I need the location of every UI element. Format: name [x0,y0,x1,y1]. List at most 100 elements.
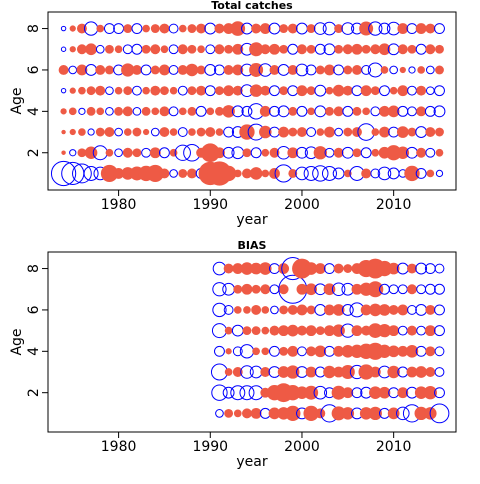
bubble [297,346,307,357]
bubble [187,44,197,54]
bubble [314,43,326,55]
bubble [324,263,335,275]
bubble [214,345,225,357]
y-tick-label: 4 [26,107,42,116]
bubble [314,105,327,118]
y-tick-label: 2 [26,148,42,157]
bubble [196,85,207,96]
bubble [296,283,308,295]
bubble [269,85,280,97]
bubble [95,44,105,54]
bubble [131,43,143,55]
bubble [150,65,160,75]
bubble [169,169,178,178]
bubble [269,284,280,295]
bubble [149,147,161,159]
bubble [333,366,345,378]
bubble [360,85,372,97]
bubble [242,148,252,158]
bubble [389,86,398,95]
bubble [360,304,372,316]
bubble [324,325,335,337]
bubble [379,85,390,97]
bubble [285,385,301,401]
bubble [305,366,317,378]
bubble [368,21,383,36]
bubble [425,23,436,34]
bubble [279,305,289,315]
chart-title: BIAS [238,239,267,252]
bubble [417,66,425,74]
bubble [306,305,316,315]
bubble [351,43,363,55]
bubble [211,323,227,339]
bubble [105,107,114,116]
bubble [388,284,399,295]
bubble [434,367,445,377]
bubble [315,65,325,75]
bubble [333,147,344,158]
bubble [269,345,280,357]
bubble [287,345,299,357]
bubble [362,107,370,116]
bubble [78,86,86,95]
bubble [406,366,418,378]
bubble [288,127,298,137]
x-tick-label: 2000 [284,197,320,213]
bubble [361,65,372,75]
bubble [146,164,164,183]
bubble [141,106,151,116]
bubble [407,44,417,54]
bubble [251,284,261,294]
bubble [371,148,380,157]
chart-title: Total catches [211,0,293,12]
bubble [132,148,142,158]
bubble [387,167,400,180]
bubble [150,85,161,96]
bubble [223,126,235,138]
bubble [423,386,437,400]
bubble [251,326,261,336]
bubble [78,128,86,136]
bubble [306,86,316,96]
bubble [249,42,264,57]
bubble [232,64,244,76]
bubble [296,105,308,117]
bubble [341,22,355,35]
bubble [269,43,280,55]
bubble [324,64,335,76]
bubble [287,147,299,159]
y-axis-label: Age [9,328,25,355]
bubble [341,304,354,316]
x-tick-label: 1980 [101,439,137,455]
bubble [333,263,344,274]
bubble [415,23,427,34]
bubble [341,407,355,420]
x-tick-label: 2000 [284,439,320,455]
bubble [435,44,444,54]
bubble [142,86,150,95]
bubble [397,284,408,295]
bubble [249,167,263,180]
bubble [206,107,215,116]
x-tick-label: 1990 [192,439,228,455]
bubble [261,326,270,335]
bubble [325,106,334,116]
bubble [434,387,445,399]
bubble [370,86,380,96]
y-tick-label: 2 [26,388,42,397]
bubble [114,86,123,95]
bubble [251,23,262,34]
bubble [240,365,254,379]
bubble [251,304,262,315]
bubble [187,86,197,96]
bubble [68,65,78,75]
bubble [434,304,445,316]
bubble [142,128,150,136]
bubble [114,45,123,54]
bubble [425,86,435,95]
bubble [278,126,290,138]
bubble [68,107,77,116]
bubble [369,303,382,317]
bubble [150,127,160,137]
